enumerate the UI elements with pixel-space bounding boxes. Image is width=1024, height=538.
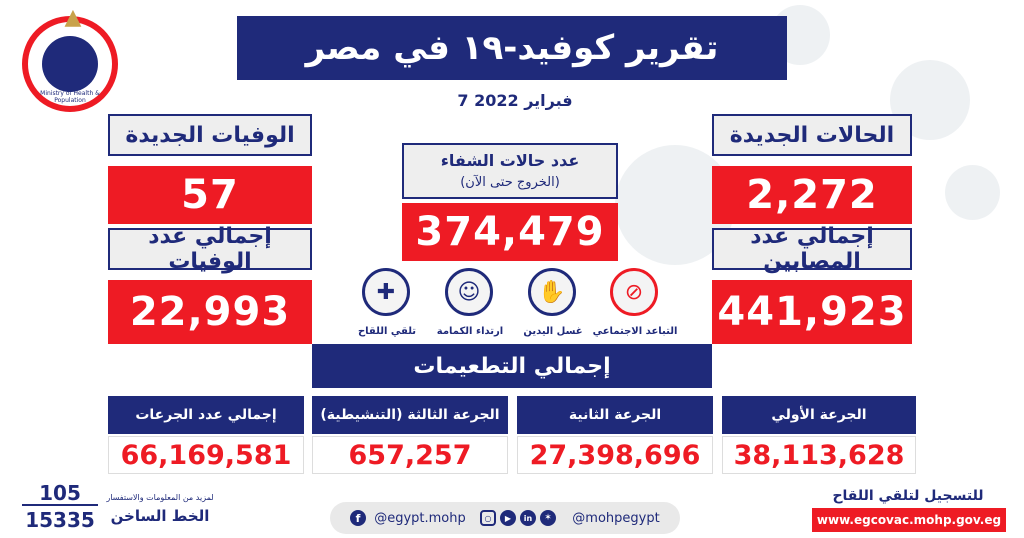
- new-deaths-label: الوفيات الجديدة: [108, 114, 312, 156]
- social-handle[interactable]: @mohpegypt: [572, 510, 660, 526]
- social-distancing-icon: ⊘: [610, 268, 658, 316]
- precaution-label: التباعد الاجتماعي: [592, 325, 678, 337]
- new-cases-value: 2,272: [712, 166, 912, 224]
- precaution-label: غسل اليدين: [523, 325, 583, 337]
- vaccine-icon: ✚: [362, 268, 410, 316]
- hotline-number-2: 15335: [25, 508, 95, 532]
- vaccine-dose3-label: الجرعة الثالثة (التنشيطية): [312, 396, 508, 434]
- virus-decoration: [945, 165, 1000, 220]
- ministry-logo: ▲ Ministry of Health & Population: [22, 5, 118, 112]
- precaution-item: ⊘ التباعد الاجتماعي: [590, 268, 680, 340]
- total-cases-value: 441,923: [712, 280, 912, 344]
- total-deaths-label: إجمالي عدد الوفيات: [108, 224, 312, 274]
- precaution-label: ارتداء الكمامة: [436, 325, 504, 337]
- page-title: تقرير كوفيد-١٩ في مصر: [237, 16, 787, 80]
- vaccine-dose1-value: 38,113,628: [722, 436, 916, 474]
- precaution-item: ✋ غسل اليدين: [508, 268, 598, 340]
- vaccine-dose3-value: 657,257: [312, 436, 508, 474]
- precaution-item: ☺ ارتداء الكمامة: [425, 268, 515, 340]
- vaccine-dose1-label: الجرعة الأولي: [722, 396, 916, 434]
- twitter-icon[interactable]: ✶: [540, 510, 556, 526]
- social-links: f @egypt.mohp ○ ▶ in ✶ @mohpegypt: [330, 502, 680, 534]
- precaution-item: ✚ تلقي اللقاح: [342, 268, 432, 340]
- vaccinations-title: إجمالي التطعيمات: [312, 344, 712, 388]
- precaution-label: تلقي اللقاح: [357, 325, 417, 337]
- new-deaths-value: 57: [108, 166, 312, 224]
- hotline-info: لمزيد من المعلومات والاستفسار: [106, 492, 214, 502]
- vaccine-dose2-label: الجرعة الثانية: [517, 396, 713, 434]
- face-mask-icon: ☺: [445, 268, 493, 316]
- eagle-icon: ▲: [64, 4, 82, 30]
- hotline-number-1: 105: [22, 481, 98, 506]
- total-cases-label: إجمالي عدد المصابين: [712, 224, 912, 274]
- new-cases-label: الحالات الجديدة: [712, 114, 912, 156]
- hotline-label: الخط الساخن: [110, 507, 210, 525]
- total-deaths-value: 22,993: [108, 280, 312, 344]
- vaccine-total-label: إجمالي عدد الجرعات: [108, 396, 304, 434]
- recovered-sublabel: (الخروج حتى الآن): [460, 174, 560, 190]
- family-icon: [42, 36, 98, 92]
- vaccine-total-value: 66,169,581: [108, 436, 304, 474]
- recovered-label: عدد حالات الشفاء: [440, 150, 580, 170]
- recovered-value: 374,479: [402, 203, 618, 261]
- facebook-icon[interactable]: f: [350, 510, 366, 526]
- recovered-label-box: عدد حالات الشفاء (الخروج حتى الآن): [402, 143, 618, 199]
- instagram-icon[interactable]: ○: [480, 510, 496, 526]
- register-url[interactable]: www.egcovac.mohp.gov.eg: [812, 508, 1006, 532]
- hand-washing-icon: ✋: [528, 268, 576, 316]
- register-label: للتسجيل لتلقي اللقاح: [832, 488, 984, 504]
- youtube-icon[interactable]: ▶: [500, 510, 516, 526]
- report-date: 7 فبراير 2022: [457, 90, 573, 110]
- vaccine-dose2-value: 27,398,696: [517, 436, 713, 474]
- logo-text: Ministry of Health & Population: [40, 90, 100, 104]
- linkedin-icon[interactable]: in: [520, 510, 536, 526]
- facebook-handle[interactable]: @egypt.mohp: [374, 510, 466, 526]
